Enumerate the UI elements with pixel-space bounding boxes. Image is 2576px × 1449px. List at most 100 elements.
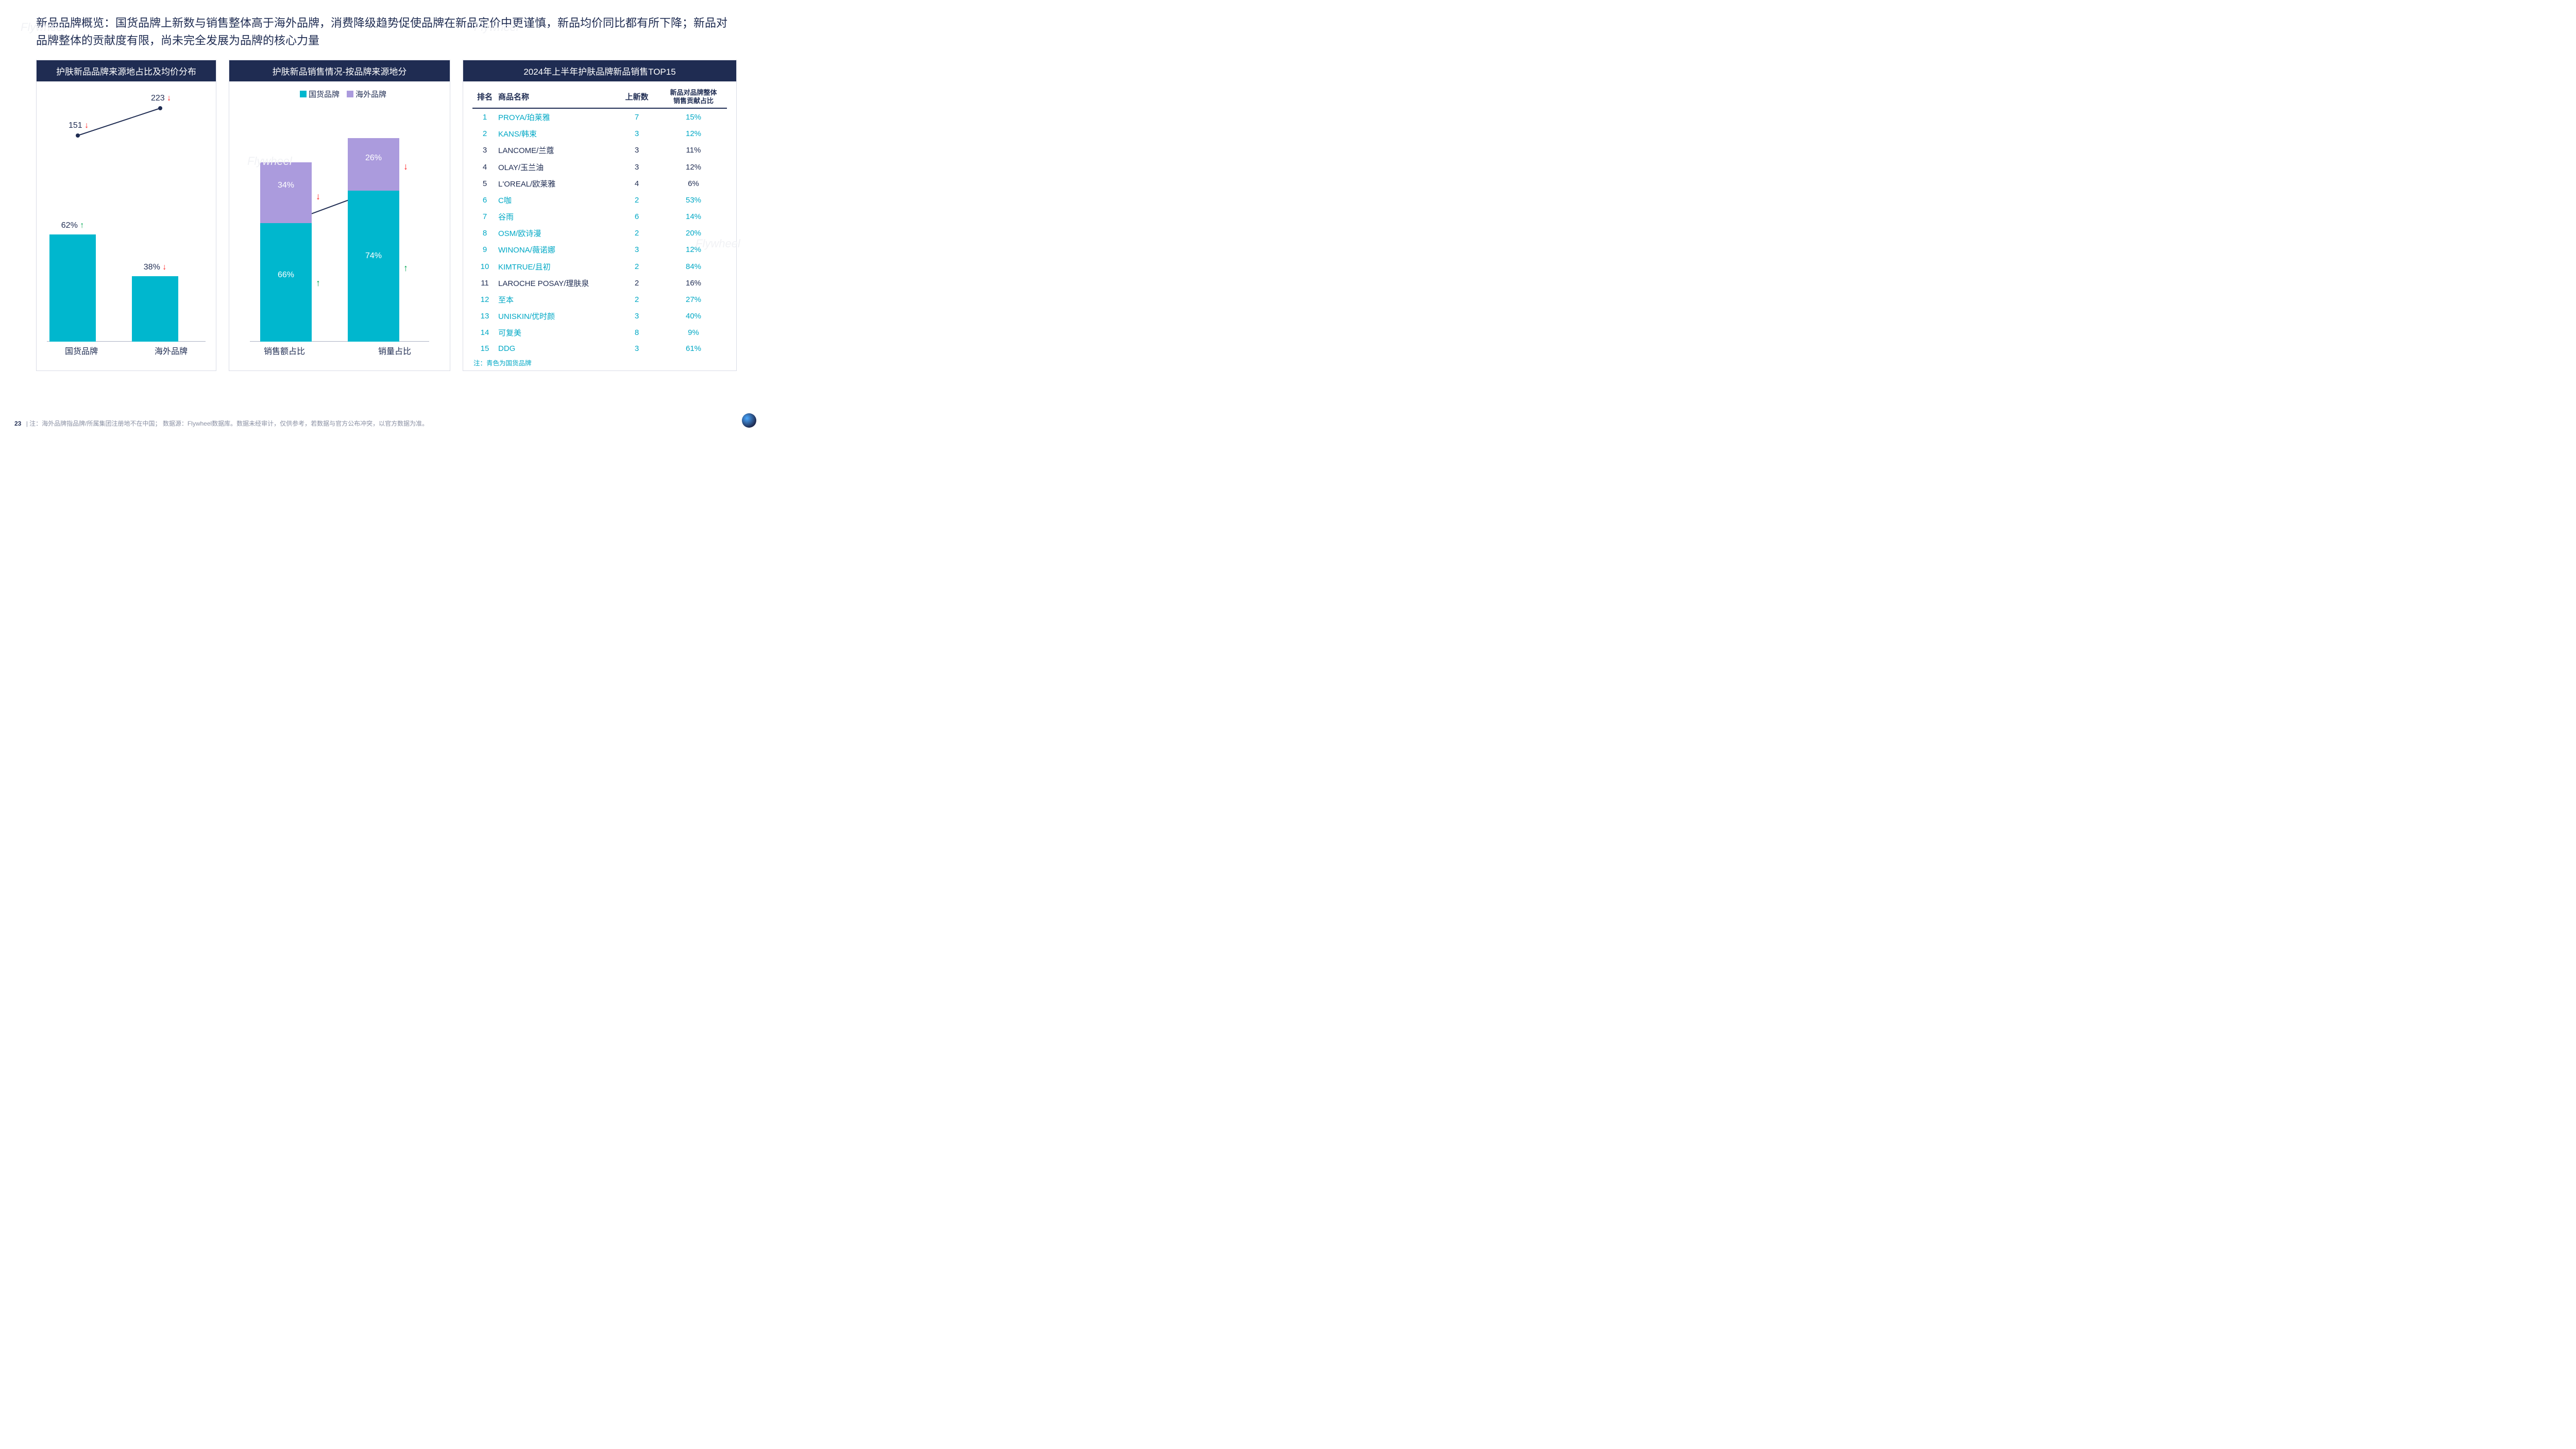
- panel-chart2: 护肤新品销售情况-按品牌来源地分 国货品牌海外品牌 66%34%↑↓74%26%…: [229, 60, 450, 371]
- cell-rank: 3: [472, 142, 497, 159]
- chart1-bar: 62% ↑: [49, 234, 96, 342]
- chart2-xlabel: 销量占比: [340, 344, 450, 360]
- chart1-line-label: 151 ↓: [69, 121, 89, 130]
- chart2-bar: 74%26%: [348, 138, 399, 342]
- cell-rank: 10: [472, 258, 497, 275]
- chart1-line-label: 223 ↓: [151, 94, 171, 103]
- chart2-arrow-up-icon: ↑: [316, 278, 320, 289]
- cell-rank: 6: [472, 192, 497, 208]
- chart2-arrow-up-icon: ↑: [403, 263, 408, 274]
- table-row: 9WINONA/薇诺娜312%: [472, 242, 727, 258]
- cell-name: OLAY/玉兰油: [497, 159, 614, 175]
- cell-pct: 27%: [660, 291, 727, 308]
- chart1-xlabel: 海外品牌: [126, 344, 216, 360]
- corner-logo-icon: [742, 413, 756, 428]
- cell-pct: 11%: [660, 142, 727, 159]
- top15-table: 排名商品名称上新数新品对品牌整体销售贡献占比 1PROYA/珀莱雅715%2KA…: [472, 86, 727, 356]
- cell-count: 2: [614, 291, 660, 308]
- cell-count: 2: [614, 258, 660, 275]
- chart1-area: 62% ↑ 38% ↓ 国货品牌海外品牌 151 ↓ 223 ↓: [37, 81, 216, 365]
- table-row: 6C咖253%: [472, 192, 727, 208]
- cell-rank: 9: [472, 242, 497, 258]
- cell-pct: 84%: [660, 258, 727, 275]
- cell-name: 可复美: [497, 325, 614, 341]
- cell-pct: 61%: [660, 341, 727, 356]
- table-header: 排名: [472, 86, 497, 108]
- cell-rank: 15: [472, 341, 497, 356]
- cell-name: 至本: [497, 291, 614, 308]
- table-title: 2024年上半年护肤品牌新品销售TOP15: [463, 60, 736, 81]
- table-row: 15DDG361%: [472, 341, 727, 356]
- cell-pct: 53%: [660, 192, 727, 208]
- cell-pct: 15%: [660, 108, 727, 125]
- cell-rank: 7: [472, 209, 497, 225]
- cell-name: KANS/韩束: [497, 126, 614, 142]
- table-row: 3LANCOME/兰蔻311%: [472, 142, 727, 159]
- chart2-bar: 66%34%: [260, 162, 312, 342]
- table-row: 2KANS/韩束312%: [472, 126, 727, 142]
- chart2-title: 护肤新品销售情况-按品牌来源地分: [229, 60, 450, 81]
- page-headline: 新品品牌概览：国货品牌上新数与销售整体高于海外品牌，消费降级趋势促使品牌在新品定…: [36, 14, 737, 49]
- cell-name: KIMTRUE/且初: [497, 258, 614, 275]
- cell-rank: 8: [472, 225, 497, 242]
- cell-name: LAROCHE POSAY/理肤泉: [497, 275, 614, 291]
- cell-rank: 2: [472, 126, 497, 142]
- chart1-title: 护肤新品品牌来源地占比及均价分布: [37, 60, 216, 81]
- table-header: 商品名称: [497, 86, 614, 108]
- cell-pct: 6%: [660, 175, 727, 192]
- cell-count: 3: [614, 341, 660, 356]
- cell-rank: 5: [472, 175, 497, 192]
- cell-rank: 4: [472, 159, 497, 175]
- cell-count: 3: [614, 242, 660, 258]
- cell-name: C咖: [497, 192, 614, 208]
- cell-count: 3: [614, 308, 660, 325]
- cell-name: WINONA/薇诺娜: [497, 242, 614, 258]
- table-row: 4OLAY/玉兰油312%: [472, 159, 727, 175]
- table-row: 13UNISKIN/优时颜340%: [472, 308, 727, 325]
- chart2-arrow-down-icon: ↓: [316, 191, 320, 202]
- cell-count: 3: [614, 159, 660, 175]
- cell-count: 4: [614, 175, 660, 192]
- page-number: 23: [14, 420, 21, 427]
- cell-name: 谷雨: [497, 209, 614, 225]
- table-note: 注：青色为国货品牌: [472, 356, 727, 367]
- cell-pct: 40%: [660, 308, 727, 325]
- chart1-bar-label: 62% ↑: [49, 221, 96, 230]
- cell-rank: 13: [472, 308, 497, 325]
- footer: 23 | 注：海外品牌指品牌/所属集团注册地不在中国； 数据源：Flywheel…: [14, 419, 428, 428]
- table-header: 新品对品牌整体销售贡献占比: [660, 86, 727, 108]
- cell-rank: 11: [472, 275, 497, 291]
- chart1-bar-label: 38% ↓: [132, 263, 178, 272]
- table-row: 8OSM/欧诗漫220%: [472, 225, 727, 242]
- cell-name: PROYA/珀莱雅: [497, 108, 614, 125]
- cell-name: DDG: [497, 341, 614, 356]
- chart1-bar: 38% ↓: [132, 276, 178, 342]
- table-row: 11LAROCHE POSAY/理肤泉216%: [472, 275, 727, 291]
- panel-table: 2024年上半年护肤品牌新品销售TOP15 排名商品名称上新数新品对品牌整体销售…: [463, 60, 737, 371]
- cell-pct: 12%: [660, 242, 727, 258]
- table-header: 上新数: [614, 86, 660, 108]
- table-row: 1PROYA/珀莱雅715%: [472, 108, 727, 125]
- table-row: 14可复美89%: [472, 325, 727, 341]
- cell-pct: 16%: [660, 275, 727, 291]
- cell-count: 6: [614, 209, 660, 225]
- table-row: 7谷雨614%: [472, 209, 727, 225]
- chart1-xlabel: 国货品牌: [37, 344, 126, 360]
- panels-row: 护肤新品品牌来源地占比及均价分布 62% ↑38% ↓ 国货品牌海外品牌 151…: [36, 60, 737, 371]
- cell-pct: 20%: [660, 225, 727, 242]
- chart2-xlabel: 销售额占比: [229, 344, 340, 360]
- panel-chart1: 护肤新品品牌来源地占比及均价分布 62% ↑ 38% ↓ 国货品牌海外品牌 151…: [36, 60, 216, 371]
- cell-count: 2: [614, 225, 660, 242]
- cell-rank: 12: [472, 291, 497, 308]
- cell-count: 2: [614, 192, 660, 208]
- cell-count: 8: [614, 325, 660, 341]
- cell-name: LANCOME/兰蔻: [497, 142, 614, 159]
- cell-pct: 12%: [660, 159, 727, 175]
- cell-name: L'OREAL/欧莱雅: [497, 175, 614, 192]
- cell-name: UNISKIN/优时颜: [497, 308, 614, 325]
- cell-pct: 12%: [660, 126, 727, 142]
- cell-count: 3: [614, 126, 660, 142]
- cell-count: 7: [614, 108, 660, 125]
- chart2-area: 国货品牌海外品牌 66%34%↑↓74%26%↑↓ 销售额占比销量占比: [229, 81, 450, 365]
- cell-rank: 1: [472, 108, 497, 125]
